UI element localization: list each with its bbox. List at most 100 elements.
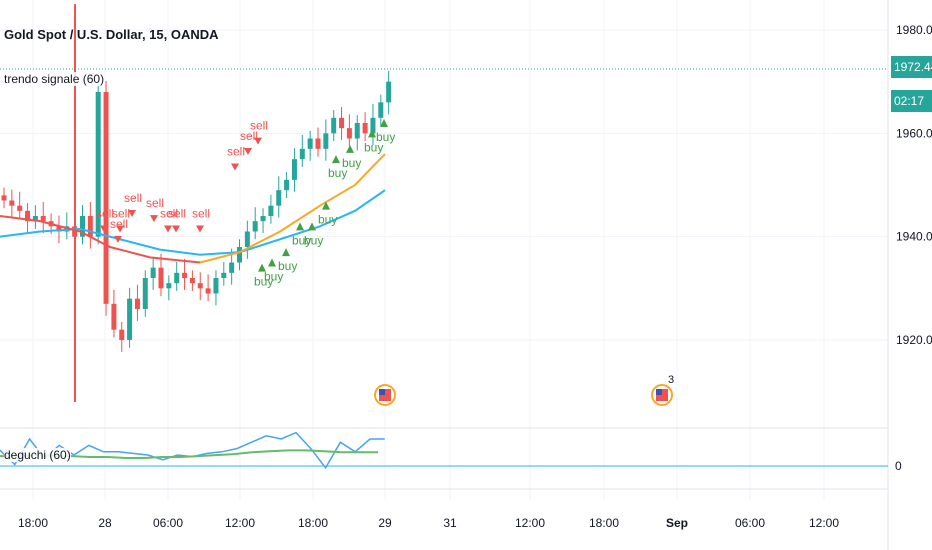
economic-event-icon-flag — [656, 389, 662, 395]
buy-signal-marker — [258, 263, 266, 272]
candle-body — [189, 278, 195, 284]
candle-body — [17, 205, 23, 211]
candle-body — [307, 138, 313, 149]
candle-body — [276, 190, 282, 206]
buy-signal-marker — [282, 248, 290, 257]
sell-signal-label: sell — [192, 207, 210, 221]
sell-signal-marker — [150, 215, 158, 223]
sell-signal-label: sell — [240, 129, 258, 143]
x-tick-label: 18:00 — [18, 516, 48, 530]
x-tick-label: 12:00 — [515, 516, 545, 530]
sell-signal-marker — [196, 225, 204, 233]
candle-body — [213, 278, 219, 294]
candle-body — [315, 138, 321, 149]
candle-body — [134, 298, 140, 309]
candle-body — [229, 262, 235, 273]
candle-body — [291, 159, 297, 180]
sell-signal-label: sell — [112, 207, 130, 221]
sell-signal-marker — [128, 210, 136, 217]
buy-signal-marker — [346, 144, 354, 153]
sell-signal-marker — [164, 225, 172, 233]
y-tick-label: 1940.000 — [896, 230, 932, 244]
candle-body — [197, 283, 203, 289]
candle-body — [119, 329, 125, 340]
buy-signal-marker — [268, 258, 276, 267]
ma-bear-line — [0, 215, 201, 264]
buy-signal-label: buy — [292, 233, 311, 247]
candle-body — [370, 117, 376, 134]
candle-body — [378, 102, 384, 118]
candle-body — [331, 117, 337, 134]
candle-body — [268, 205, 274, 216]
x-tick-label: 06:00 — [735, 516, 765, 530]
candle-body — [80, 216, 85, 237]
buy-signal-label: buy — [342, 156, 361, 170]
sell-signal-marker — [100, 225, 108, 233]
y-tick-label: 1960.000 — [896, 126, 932, 140]
x-tick-label: 28 — [98, 516, 112, 530]
buy-signal-marker — [322, 201, 330, 210]
sell-signal-label: sell — [250, 119, 268, 133]
candle-body — [32, 216, 38, 222]
candle-body — [237, 247, 242, 263]
candle-body — [244, 231, 250, 247]
sell-signal-label: sell — [160, 207, 178, 221]
buy-signal-marker — [332, 155, 340, 164]
sell-signal-marker — [116, 225, 124, 233]
y-tick-label: 1980.000 — [896, 23, 932, 37]
candle-body — [87, 216, 93, 237]
candle-body — [346, 128, 352, 139]
x-tick-label: 12:00 — [225, 516, 255, 530]
candle-body — [150, 267, 156, 278]
y-tick-label: 1920.000 — [896, 333, 932, 347]
buy-signal-label: buy — [364, 140, 383, 154]
candle-body — [127, 298, 133, 340]
sell-signal-label: sell — [96, 207, 114, 221]
x-tick-label: 06:00 — [153, 516, 183, 530]
candle-body — [182, 272, 188, 278]
candle-body — [221, 272, 227, 278]
buy-signal-label: buy — [278, 259, 297, 273]
sell-signal-marker — [172, 225, 180, 233]
x-tick-label: Sep — [666, 516, 688, 530]
sell-signal-label: sell — [227, 145, 245, 159]
indicator-label[interactable]: trendo signale (60) — [4, 72, 105, 86]
ma-slow-line — [0, 189, 386, 256]
sell-signal-label: sell — [124, 191, 142, 205]
event-count: 3 — [668, 374, 674, 386]
candle-body — [205, 288, 211, 294]
oscillator-label[interactable]: deguchi (60) — [4, 448, 71, 462]
buy-signal-marker — [368, 129, 376, 138]
economic-event-icon-flag — [379, 389, 385, 395]
candle-body — [386, 81, 392, 103]
buy-signal-label: buy — [318, 213, 337, 227]
buy-signal-label: buy — [254, 275, 273, 289]
candle-body — [158, 267, 164, 289]
sell-signal-marker — [231, 163, 239, 171]
candle-body — [166, 283, 172, 289]
buy-signal-label: buy — [264, 270, 283, 284]
ma-fast-line — [199, 153, 386, 264]
x-tick-label: 18:00 — [298, 516, 328, 530]
x-tick-label: 18:00 — [589, 516, 619, 530]
sell-signal-label: sell — [110, 217, 128, 231]
candle-body — [56, 226, 62, 232]
candle-body — [40, 216, 46, 222]
countdown-tag: 02:17 — [891, 90, 932, 112]
candle-body — [323, 133, 329, 149]
candle-body — [111, 303, 117, 330]
buy-signal-marker — [296, 222, 304, 231]
buy-signal-label: buy — [328, 166, 347, 180]
sell-signal-marker — [254, 137, 262, 145]
candle-body — [103, 92, 109, 304]
candle-body — [9, 200, 15, 206]
candle-body — [260, 216, 266, 222]
chart-title: Gold Spot / U.S. Dollar, 15, OANDA — [4, 27, 219, 42]
oscillator-zero-label: 0 — [895, 459, 902, 473]
candle-body — [252, 221, 258, 232]
candle-body — [299, 148, 305, 160]
candle-body — [174, 272, 180, 284]
candle-body — [354, 123, 360, 139]
sell-signal-marker — [114, 235, 122, 243]
